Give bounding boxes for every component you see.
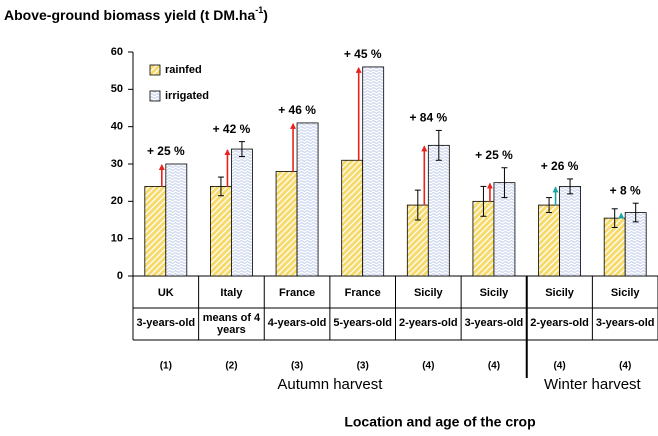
category-label: France <box>345 287 381 299</box>
age-label: 2-years-old <box>530 317 589 329</box>
y-tick-label: 10 <box>111 233 123 245</box>
bar <box>210 185 232 277</box>
age-label: means of 4 years <box>203 312 261 336</box>
title-sup: -1 <box>255 5 263 15</box>
error-bar <box>414 189 421 221</box>
category-label: Italy <box>220 287 243 299</box>
reference-label: (4) <box>488 361 500 372</box>
reference-label: (2) <box>225 361 237 372</box>
y-tick-label: 40 <box>111 121 123 133</box>
bar <box>275 171 298 277</box>
reference-label: (4) <box>619 361 631 372</box>
error-bar <box>217 176 224 197</box>
y-tick-label: 60 <box>111 46 123 58</box>
category-label: Sicily <box>545 287 575 299</box>
error-bar <box>435 129 442 161</box>
error-bar <box>238 141 245 158</box>
group-label: Autumn harvest <box>277 376 383 393</box>
bar <box>165 163 188 277</box>
reference-label: (1) <box>160 361 172 372</box>
age-label: 3-years-old <box>465 317 524 329</box>
age-label: 4-years-old <box>268 317 327 329</box>
age-label: 3-years-old <box>596 317 655 329</box>
bar <box>231 148 253 277</box>
category-label: Sicily <box>480 287 510 299</box>
annotation: + 45 % <box>344 47 382 61</box>
bar <box>538 204 560 277</box>
annotation: + 25 % <box>475 148 513 162</box>
error-bar <box>501 167 508 199</box>
y-tick-label: 30 <box>111 158 123 170</box>
reference-label: (3) <box>291 361 303 372</box>
x-axis-label: Location and age of the crop <box>344 414 535 430</box>
category-label: UK <box>158 287 174 299</box>
y-tick-label: 0 <box>117 270 123 282</box>
reference-label: (4) <box>422 361 434 372</box>
annotation: + 26 % <box>541 159 579 173</box>
annotation: + 42 % <box>213 122 251 136</box>
error-bar <box>611 208 618 228</box>
error-bar <box>632 202 639 223</box>
error-bar <box>567 178 574 195</box>
group-label: Winter harvest <box>544 376 642 393</box>
legend-label: rainfed <box>165 64 202 76</box>
age-label: 3-years-old <box>136 317 195 329</box>
reference-label: (3) <box>357 361 369 372</box>
annotation: + 84 % <box>409 111 447 125</box>
bar <box>362 66 385 277</box>
legend-swatch <box>149 64 161 76</box>
title-main: Above-ground biomass yield (t DM.ha <box>4 7 255 23</box>
category-label: Sicily <box>611 287 641 299</box>
legend-label: irrigated <box>165 90 209 102</box>
age-line: years <box>217 324 246 336</box>
annotation: + 46 % <box>278 103 316 117</box>
chart-title: Above-ground biomass yield (t DM.ha-1) <box>4 5 268 22</box>
y-tick-label: 20 <box>111 195 123 207</box>
bar <box>144 185 167 277</box>
bar <box>427 144 450 277</box>
age-label: 5-years-old <box>333 317 392 329</box>
reference-label: (4) <box>553 361 565 372</box>
category-label: Sicily <box>414 287 444 299</box>
category-label: France <box>279 287 315 299</box>
annotation: + 25 % <box>147 144 185 158</box>
age-label: 2-years-old <box>399 317 458 329</box>
y-tick-label: 50 <box>111 83 123 95</box>
age-line: means of 4 <box>203 312 261 324</box>
error-bar <box>480 185 487 217</box>
bar <box>559 185 581 277</box>
annotation: + 8 % <box>610 183 641 197</box>
legend-swatch <box>149 90 161 102</box>
error-bar <box>546 197 553 214</box>
bar <box>296 122 319 277</box>
title-end: ) <box>263 7 268 23</box>
bar <box>341 159 364 277</box>
